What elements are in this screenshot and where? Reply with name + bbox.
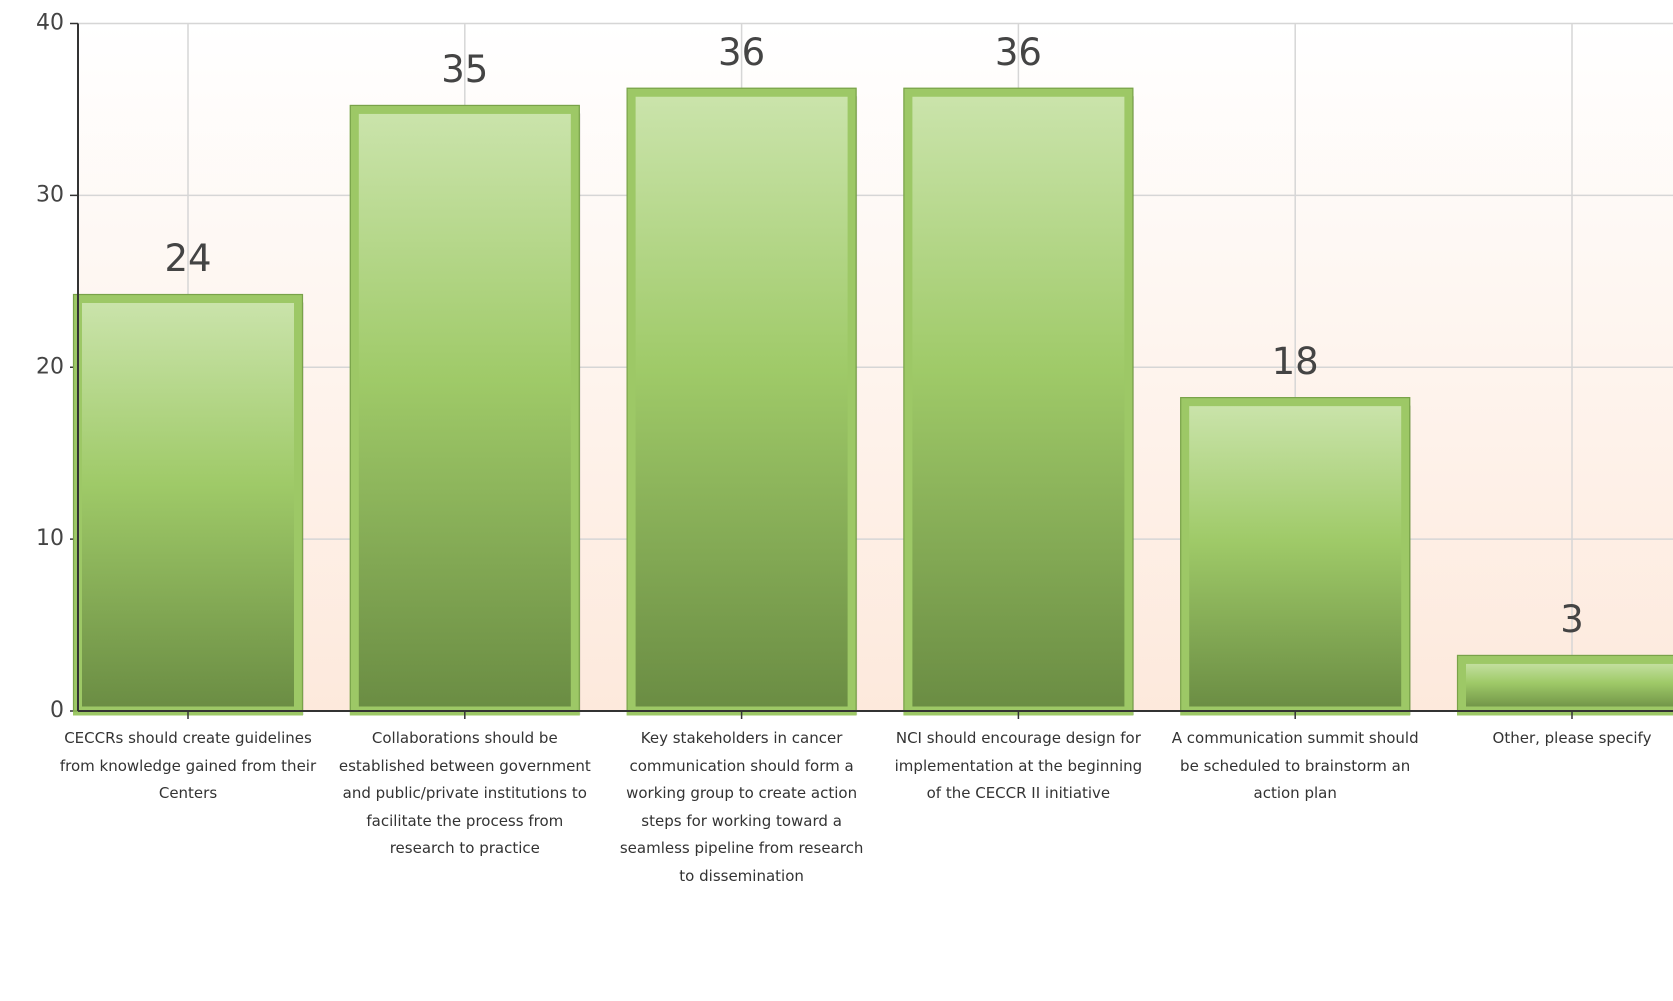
value-label: 36 <box>995 31 1042 74</box>
y-tick-label: 40 <box>36 11 64 36</box>
bar <box>1457 654 1673 716</box>
bar <box>903 87 1134 716</box>
value-label: 24 <box>164 237 211 280</box>
value-label: 18 <box>1272 340 1319 383</box>
bar <box>626 87 857 716</box>
x-tick-label: CECCRs should create guidelines from kno… <box>59 729 317 802</box>
value-label: 35 <box>441 48 488 91</box>
bar <box>73 294 303 716</box>
bar <box>349 104 580 716</box>
x-tick-label: Collaborations should be established bet… <box>338 729 591 857</box>
y-tick-label: 10 <box>36 526 64 551</box>
x-tick-label: A communication summit should be schedul… <box>1171 729 1419 802</box>
bar <box>1180 397 1411 716</box>
x-tick-label: NCI should encourage design for implemen… <box>894 729 1143 802</box>
x-tick-label: Other, please specify <box>1492 729 1652 747</box>
y-tick-label: 0 <box>50 698 64 723</box>
y-tick-label: 30 <box>36 182 64 207</box>
y-tick-label: 20 <box>36 354 64 379</box>
x-tick-label: Key stakeholders in cancer communication… <box>619 729 864 885</box>
value-label: 36 <box>718 31 765 74</box>
value-label: 3 <box>1560 598 1584 641</box>
